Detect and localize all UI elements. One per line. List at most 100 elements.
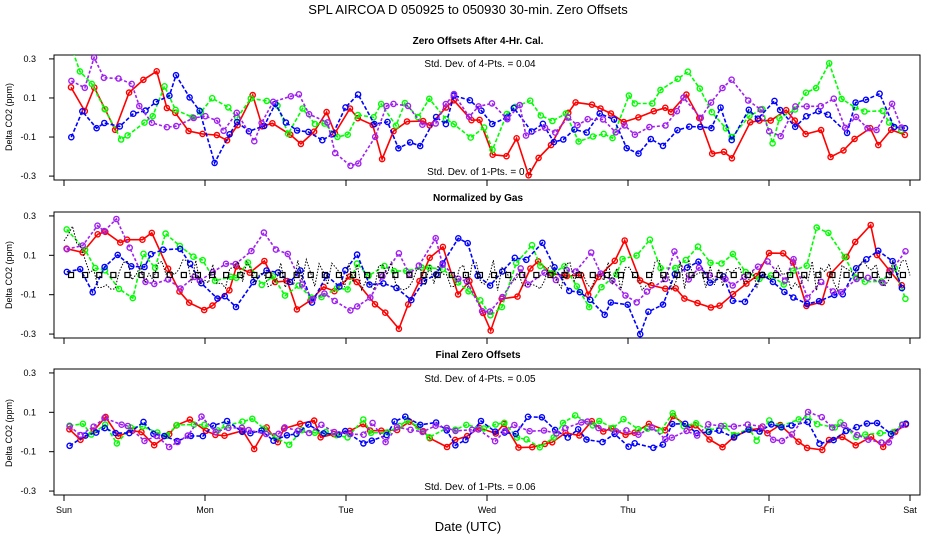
data-point-blue: [876, 90, 883, 97]
data-point-blue: [199, 432, 207, 440]
data-point-red: [648, 281, 655, 289]
series-line-blue: [66, 237, 903, 337]
data-point-green: [248, 415, 256, 423]
data-point-red: [720, 148, 728, 156]
data-point-red: [707, 304, 715, 311]
data-point-green: [625, 92, 633, 99]
data-point-purple: [330, 428, 338, 436]
data-point-blue: [902, 420, 910, 428]
data-point-red: [416, 277, 423, 285]
data-point-red: [296, 420, 304, 428]
panel-title: Zero Offsets After 4-Hr. Cal.: [413, 36, 544, 47]
data-point-red: [378, 155, 386, 163]
data-point-red: [681, 295, 688, 302]
data-point-red: [163, 104, 171, 112]
data-point-blue: [232, 303, 240, 311]
series-blue: [63, 234, 906, 338]
data-point-green: [211, 277, 219, 285]
data-point-black: [279, 271, 286, 279]
data-point-green: [682, 256, 690, 264]
data-point-green: [549, 117, 556, 125]
data-point-purple: [662, 435, 669, 443]
data-point-blue: [464, 239, 472, 247]
data-point-purple: [757, 106, 765, 113]
data-point-purple: [553, 430, 560, 437]
data-point-red: [261, 257, 268, 265]
data-point-green: [467, 134, 475, 141]
x-tick-label: Sun: [56, 505, 72, 515]
data-point-blue: [488, 120, 496, 128]
data-point-purple: [366, 294, 374, 301]
data-point-red: [765, 249, 773, 257]
data-point-black: [307, 271, 314, 279]
data-point-red: [819, 446, 826, 454]
data-point-blue: [586, 296, 594, 304]
data-point-green: [79, 420, 87, 428]
data-point-purple: [754, 263, 762, 271]
data-point-green: [598, 283, 605, 291]
data-point-red: [320, 283, 327, 291]
data-point-purple: [562, 424, 569, 432]
data-point-red: [150, 441, 158, 449]
data-point-purple: [450, 90, 458, 98]
data-point-green: [620, 415, 627, 423]
data-point-purple: [419, 121, 426, 128]
data-point-purple: [643, 288, 651, 295]
data-point-black: [885, 271, 892, 279]
data-point-black: [758, 271, 766, 279]
data-point-purple: [100, 227, 108, 235]
y-tick-label: 0.3: [23, 211, 36, 221]
data-point-purple: [222, 260, 230, 268]
data-point-purple: [142, 278, 149, 286]
data-point-purple: [597, 270, 605, 277]
data-point-purple: [379, 273, 386, 280]
data-point-blue: [336, 283, 343, 290]
data-point-red: [310, 417, 318, 424]
data-point-red: [186, 416, 194, 423]
data-point-green: [825, 229, 832, 237]
data-point-purple: [873, 126, 880, 134]
data-point-blue: [824, 111, 832, 118]
data-point-black: [406, 271, 413, 279]
data-point-purple: [443, 424, 451, 432]
data-point-green: [365, 272, 372, 280]
data-point-blue: [462, 436, 469, 444]
data-point-blue: [211, 159, 218, 167]
data-point-red: [621, 237, 629, 244]
data-point-green: [513, 434, 521, 441]
data-point-red: [213, 131, 221, 139]
data-point-blue: [329, 130, 337, 138]
x-tick-label: Thu: [620, 505, 636, 515]
data-point-green: [367, 429, 375, 437]
data-point-purple: [680, 94, 687, 101]
data-point-red: [153, 68, 160, 75]
data-point-blue: [695, 258, 702, 266]
data-point-blue: [804, 418, 812, 426]
data-point-purple: [371, 133, 379, 141]
data-point-blue: [852, 99, 859, 106]
data-point-blue: [631, 439, 639, 447]
y-tick-label: -0.1: [20, 447, 36, 457]
data-point-green: [498, 303, 506, 311]
data-point-green: [344, 286, 352, 293]
data-point-green: [657, 264, 664, 272]
data-point-green: [298, 426, 306, 434]
series-line-green: [66, 226, 907, 317]
series-line-red: [68, 414, 907, 451]
data-point-blue: [790, 294, 797, 301]
data-point-purple: [475, 103, 482, 110]
data-point-green: [879, 107, 886, 115]
data-point-blue: [226, 130, 233, 138]
data-point-red: [867, 221, 875, 229]
data-point-purple: [552, 129, 559, 136]
data-point-black: [364, 271, 371, 279]
data-point-red: [572, 99, 579, 106]
data-point-blue: [166, 92, 173, 99]
plot-area: [63, 215, 911, 338]
data-point-blue: [674, 126, 681, 134]
data-point-blue: [66, 442, 73, 450]
data-point-purple: [353, 303, 361, 310]
data-point-blue: [565, 287, 573, 295]
data-point-purple: [829, 288, 837, 295]
data-point-green: [295, 282, 302, 289]
